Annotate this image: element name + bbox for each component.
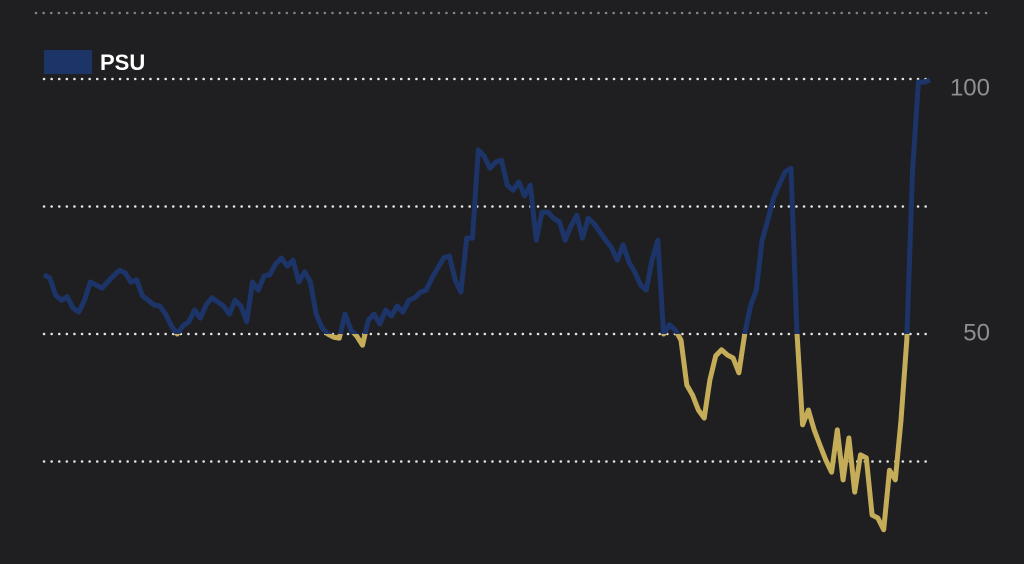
y-tick-label: 100	[950, 74, 990, 101]
y-tick-label: 50	[963, 319, 990, 346]
legend-swatch	[44, 50, 92, 74]
legend-label: PSU	[100, 50, 145, 75]
line-above	[42, 77, 931, 334]
